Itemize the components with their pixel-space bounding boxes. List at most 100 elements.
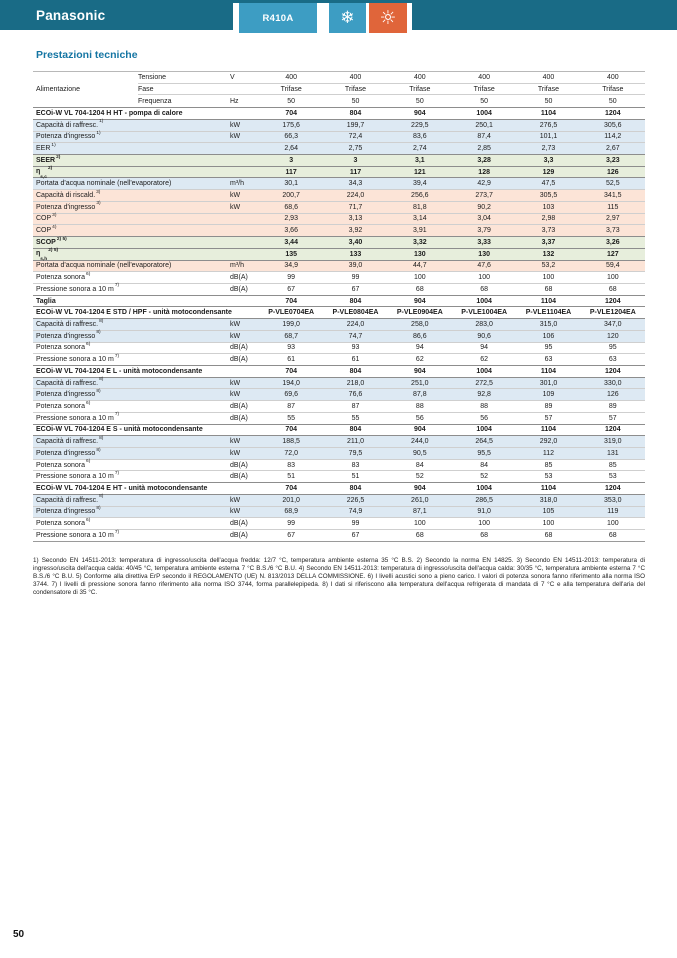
cell-value: 199,0 [282, 320, 300, 328]
cell-value: 341,5 [604, 192, 622, 200]
cell-value: 39,4 [413, 180, 427, 188]
cell-value: 130 [413, 250, 426, 258]
cell-value: 87,1 [413, 508, 427, 516]
row-unit: dB(A) [230, 461, 248, 469]
cell-value: 188,5 [282, 438, 300, 446]
cell-value: 57 [608, 414, 617, 422]
row-label: Fase [138, 85, 154, 93]
table-row: Potenza d'ingresso8) kW 68,9 74,9 87,1 91,0 10… [33, 505, 645, 518]
cell-value: 273,7 [475, 192, 493, 200]
cell-value: 68 [480, 531, 489, 539]
cell-value: 1104 [540, 485, 557, 493]
cell-value: 224,0 [346, 320, 365, 328]
cell-value: 2,73 [541, 145, 556, 153]
cell-value: 39,0 [348, 262, 363, 270]
cell-value: 100 [478, 520, 490, 528]
row-label: Potenza d'ingresso8) [36, 388, 101, 399]
table-row: Potenza sonora6) dB(A) 87 87 88 88 89 89 [33, 400, 645, 412]
cell-value: 804 [349, 485, 362, 493]
cell-value: 200,7 [282, 192, 300, 200]
cell-value: 62 [480, 356, 489, 364]
table-row: SCOP2) 5) 3,44 3,40 3,32 3,33 3,37 3,26 [33, 236, 645, 248]
cell-value: 67 [351, 285, 360, 293]
cell-value: 201,0 [282, 496, 300, 504]
page-title: Prestazioni tecniche [36, 49, 138, 61]
cell-value: 114,2 [604, 133, 622, 141]
cell-value: 55 [351, 414, 360, 422]
cell-value: 2,75 [348, 145, 363, 153]
cell-value: 88 [480, 402, 489, 410]
cell-value: 904 [413, 485, 426, 493]
cell-value: 400 [542, 73, 555, 81]
row-unit: dB(A) [230, 344, 248, 352]
row-unit: dB(A) [230, 285, 248, 293]
cell-value: 129 [542, 168, 555, 176]
row-unit: kW [230, 438, 241, 446]
row-label: ηs,h2) 5) [36, 248, 59, 262]
cell-value: 51 [287, 473, 296, 481]
cell-value: 81,8 [413, 203, 427, 211]
refrigerant-badge: R410A [239, 3, 317, 33]
cell-value: 3,3 [543, 156, 554, 164]
cell-value: 100 [478, 274, 490, 282]
cell-value: 1104 [540, 297, 557, 305]
table-row: Pressione sonora a 10 m7) dB(A) 61 61 62 62 63… [33, 353, 645, 365]
cell-value: 59,4 [605, 262, 620, 270]
cell-value: 3,26 [605, 238, 620, 246]
row-label: Potenza d'ingresso8) [36, 506, 101, 516]
header-gap [317, 3, 329, 34]
cell-value: 34,9 [284, 262, 298, 270]
cell-value: P-VLE1204EA [589, 309, 636, 317]
cell-value: 84 [480, 461, 489, 469]
row-label: Potenza d'ingresso1) [36, 131, 101, 141]
cell-value: 804 [349, 367, 362, 375]
cell-value: 100 [413, 520, 426, 528]
cell-value: Trifase [409, 85, 431, 93]
cell-value: 69,6 [284, 391, 298, 399]
table-row: Potenza sonora6) dB(A) 93 93 94 94 95 95 [33, 341, 645, 354]
cell-value: 120 [606, 332, 619, 340]
cell-value: 904 [413, 367, 426, 375]
cell-value: 3,23 [605, 156, 620, 164]
section-row: ECOi-W VL 704-1204 E S - unità motoconde… [33, 423, 645, 436]
row-label: Capacità di riscald.3) [36, 189, 101, 200]
cell-value: 1004 [476, 426, 492, 434]
cell-value: 3,73 [541, 227, 556, 235]
table-row: Pressione sonora a 10 m7) dB(A) 67 67 68 68 68… [33, 282, 645, 295]
cell-value: 62 [415, 356, 424, 364]
cell-value: 218,0 [346, 379, 365, 387]
cell-value: 50 [351, 97, 360, 105]
cell-value: 256,6 [411, 192, 429, 200]
cell-value: 83 [351, 461, 360, 469]
row-unit: Hz [230, 97, 239, 105]
row-unit: kW [230, 133, 241, 141]
cell-value: 79,5 [348, 449, 363, 457]
cell-value: 88 [415, 402, 424, 410]
cell-value: 1004 [476, 110, 492, 118]
cell-value: 68 [608, 285, 617, 293]
row-unit: kW [230, 192, 241, 200]
cell-value: 51 [351, 473, 360, 481]
cell-value: 3,44 [284, 238, 298, 246]
cell-value: 126 [606, 391, 619, 399]
snowflake-icon: ❄ [329, 3, 366, 33]
cell-value: 135 [285, 250, 297, 258]
cell-value: 85 [544, 461, 553, 469]
cell-value: 400 [606, 73, 619, 81]
cell-value: 90,6 [477, 332, 491, 340]
table-row: Potenza d'ingresso8) kW 72,0 79,5 90,5 95,5 11… [33, 447, 645, 459]
cell-value: 132 [542, 250, 555, 258]
row-unit: kW [230, 379, 241, 387]
power-block-rows: Tensione V 400 400 400 400 400 400 Fase Trifase Tr… [138, 72, 645, 107]
cell-value: 56 [415, 414, 424, 422]
cell-value: 2,93 [284, 215, 298, 223]
row-label: Potenza d'ingresso3) [36, 201, 101, 211]
row-label: ECOi-W VL 704-1204 E S - unità motoconde… [36, 426, 203, 434]
cell-value: 126 [606, 168, 619, 176]
row-label: Potenza sonora6) [36, 342, 91, 352]
cell-value: 63 [544, 356, 553, 364]
cell-value: 53,2 [541, 262, 556, 270]
cell-value: 68 [480, 285, 489, 293]
table-row: Portata d'acqua nominale (nell'evaporato… [33, 259, 645, 272]
